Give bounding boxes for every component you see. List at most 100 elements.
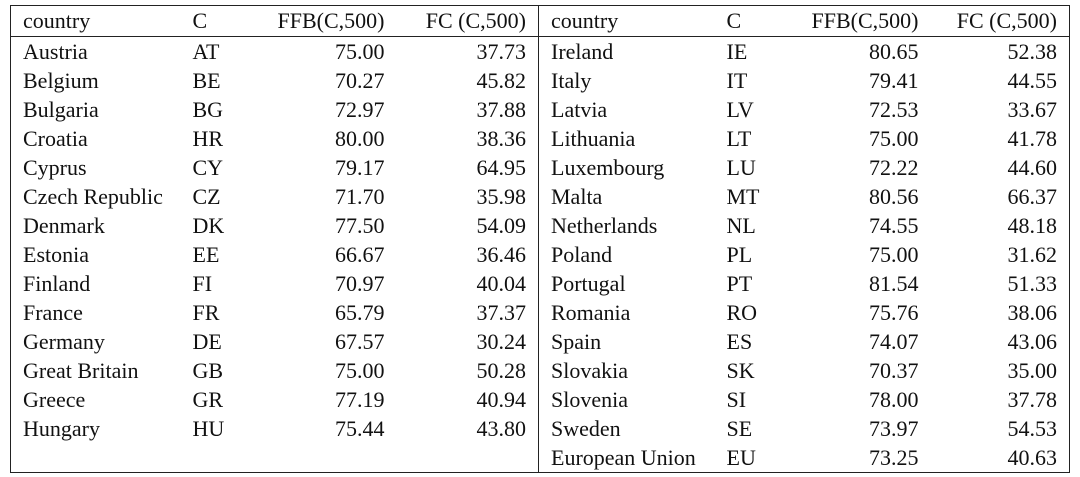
country-cell: Bulgaria	[10, 95, 193, 124]
table-row: Austria AT 75.00 37.73 Ireland IE 80.65 52.38	[10, 36, 1070, 66]
country-cell: Sweden	[538, 414, 727, 443]
header-ffb-right: FFB(C,500)	[792, 5, 931, 37]
country-code-cell: FR	[192, 300, 220, 325]
ffb-value-cell: 72.97	[335, 97, 385, 122]
country-cell: Netherlands	[538, 211, 727, 240]
fc-value-cell: 43.06	[930, 327, 1070, 356]
header-fc-right: FC (C,500)	[930, 5, 1070, 37]
country-code-cell: IE	[726, 39, 748, 64]
fc-value-cell: 40.63	[930, 443, 1070, 473]
country-cell: Hungary	[10, 414, 193, 443]
fc-value-cell: 35.98	[476, 184, 527, 209]
header-ffb-left: FFB(C,500)	[258, 5, 397, 37]
table-row: Denmark DK 77.50 54.09 Netherlands NL 74.55 48.…	[10, 211, 1070, 240]
table-row: Belgium BE 70.27 45.82 Italy IT 79.41 44.55	[10, 66, 1070, 95]
country-cell: Estonia	[10, 240, 193, 269]
country-code-cell: EU	[726, 443, 793, 473]
country-code-cell: HR	[192, 126, 224, 151]
fc-value-cell: 64.95	[476, 155, 527, 180]
table-row: Croatia HR 80.00 38.36 Lithuania LT 75.00 41.78	[10, 124, 1070, 153]
country-code-cell: LU	[726, 155, 756, 180]
country-cell: Portugal	[538, 269, 727, 298]
fc-value-cell: 37.73	[476, 39, 527, 64]
ffb-value-cell: 77.50	[335, 213, 385, 238]
table-row: Czech Republic CZ 71.70 35.98 Malta MT 80.56 66…	[10, 182, 1070, 211]
country-code-cell	[192, 443, 259, 473]
country-code-cell: SI	[726, 387, 747, 412]
country-cell: Cyprus	[10, 153, 193, 182]
country-code-cell: CZ	[192, 184, 221, 209]
country-cell: Spain	[538, 327, 727, 356]
country-cell: France	[10, 298, 193, 327]
country-cell: Greece	[10, 385, 193, 414]
country-code-cell: GR	[192, 387, 224, 412]
country-cell: Luxembourg	[538, 153, 727, 182]
fc-value-cell: 37.78	[930, 385, 1070, 414]
ffb-value-cell: 71.70	[335, 184, 385, 209]
country-cell: Malta	[538, 182, 727, 211]
fc-value-cell: 40.04	[476, 271, 527, 296]
fc-value-cell: 51.33	[930, 269, 1070, 298]
ffb-value-cell: 81.54	[869, 271, 919, 296]
fc-value-cell: 38.36	[476, 126, 527, 151]
ffb-value-cell: 74.55	[869, 213, 919, 238]
country-code-cell: AT	[192, 39, 220, 64]
fc-value-cell: 38.06	[930, 298, 1070, 327]
country-code-cell: PT	[726, 271, 753, 296]
country-cell: Austria	[10, 36, 193, 66]
fc-value-cell: 54.09	[476, 213, 527, 238]
fc-value-cell: 66.37	[930, 182, 1070, 211]
ffb-value-cell: 74.07	[869, 329, 919, 354]
ffb-value-cell: 78.00	[869, 387, 919, 412]
table-row: European Union EU 73.25 40.63	[10, 443, 1070, 473]
country-cell: Denmark	[10, 211, 193, 240]
country-cell: Poland	[538, 240, 727, 269]
country-code-cell: LV	[726, 97, 754, 122]
country-code-cell: DK	[192, 213, 225, 238]
fc-value-cell: 50.28	[476, 358, 527, 383]
fc-value-cell	[396, 443, 539, 473]
table-row: Germany DE 67.57 30.24 Spain ES 74.07 43.06	[10, 327, 1070, 356]
country-code-cell: GB	[192, 358, 224, 383]
country-cell: Belgium	[10, 66, 193, 95]
country-cell: Croatia	[10, 124, 193, 153]
ffb-value-cell	[258, 443, 397, 473]
table-body: Austria AT 75.00 37.73 Ireland IE 80.65 52.38 Be…	[10, 36, 1070, 473]
fc-value-cell: 33.67	[930, 95, 1070, 124]
ffb-value-cell: 80.56	[869, 184, 919, 209]
table-row: Hungary HU 75.44 43.80 Sweden SE 73.97 54.53	[10, 414, 1070, 443]
country-code-cell: CY	[192, 155, 224, 180]
ffb-value-cell: 75.00	[869, 126, 919, 151]
fc-value-cell: 40.94	[476, 387, 527, 412]
fc-value-cell: 41.78	[930, 124, 1070, 153]
country-code-cell: FI	[192, 271, 213, 296]
fc-value-cell: 54.53	[930, 414, 1070, 443]
fc-value-cell: 37.88	[476, 97, 527, 122]
country-cell: Latvia	[538, 95, 727, 124]
fc-value-cell: 44.60	[930, 153, 1070, 182]
header-row: country C FFB(C,500) FC (C,500) country …	[10, 5, 1070, 37]
ffb-value-cell: 70.27	[335, 68, 385, 93]
header-country-right: country	[538, 5, 727, 37]
table-row: France FR 65.79 37.37 Romania RO 75.76 38.06	[10, 298, 1070, 327]
header-fc-left: FC (C,500)	[396, 5, 539, 37]
country-cell: Slovakia	[538, 356, 727, 385]
country-cell: Lithuania	[538, 124, 727, 153]
country-code-cell: PL	[726, 242, 753, 267]
fc-value-cell: 35.00	[930, 356, 1070, 385]
country-code-cell: EE	[192, 242, 220, 267]
ffb-value-cell: 70.37	[869, 358, 919, 383]
header-country-left: country	[10, 5, 193, 37]
table-row: Estonia EE 66.67 36.46 Poland PL 75.00 31.62	[10, 240, 1070, 269]
country-cell: Finland	[10, 269, 193, 298]
ffb-value-cell: 75.00	[335, 39, 385, 64]
table-row: Greece GR 77.19 40.94 Slovenia SI 78.00 37.78	[10, 385, 1070, 414]
fc-value-cell: 43.80	[476, 416, 527, 441]
country-code-cell: RO	[726, 300, 758, 325]
fc-value-cell: 36.46	[476, 242, 527, 267]
country-cell: Slovenia	[538, 385, 727, 414]
country-cell: Romania	[538, 298, 727, 327]
ffb-value-cell: 72.53	[869, 97, 919, 122]
country-code-cell: ES	[726, 329, 753, 354]
